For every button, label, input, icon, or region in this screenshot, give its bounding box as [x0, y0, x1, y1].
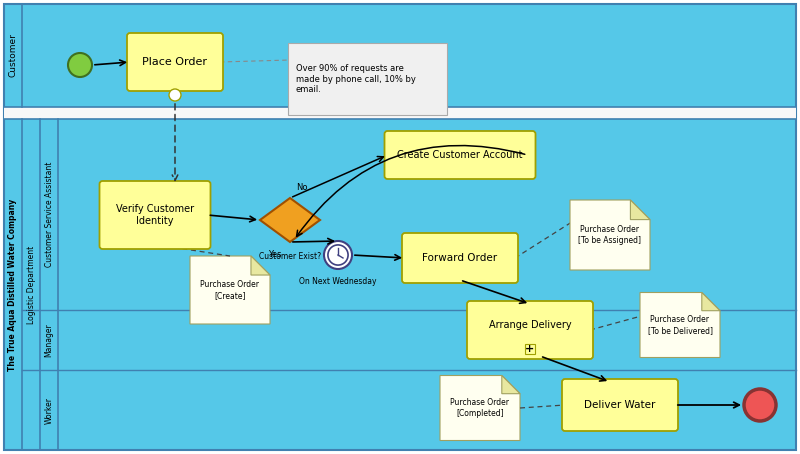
Text: Verify Customer
Identity: Verify Customer Identity — [116, 204, 194, 226]
Bar — [525, 344, 535, 354]
FancyBboxPatch shape — [467, 301, 593, 359]
Text: The True Aqua Distilled Water Company: The True Aqua Distilled Water Company — [9, 198, 18, 370]
Text: No: No — [296, 183, 307, 192]
Bar — [4, 107, 796, 119]
Polygon shape — [260, 198, 320, 242]
Circle shape — [68, 53, 92, 77]
Text: Arrange Delivery: Arrange Delivery — [489, 320, 571, 330]
Text: Over 90% of requests are
made by phone call, 10% by
email.: Over 90% of requests are made by phone c… — [296, 64, 416, 94]
FancyBboxPatch shape — [127, 33, 223, 91]
Text: Customer: Customer — [9, 34, 18, 78]
Polygon shape — [570, 200, 650, 270]
Text: Purchase Order
[Create]: Purchase Order [Create] — [201, 280, 259, 300]
Text: Create Customer Account: Create Customer Account — [398, 150, 522, 160]
Polygon shape — [502, 375, 520, 394]
FancyBboxPatch shape — [562, 379, 678, 431]
Polygon shape — [630, 200, 650, 220]
Text: Purchase Order
[To be Delivered]: Purchase Order [To be Delivered] — [647, 315, 713, 335]
Text: Customer Service Assistant: Customer Service Assistant — [45, 162, 54, 267]
FancyBboxPatch shape — [385, 131, 535, 179]
Text: Manager: Manager — [45, 323, 54, 357]
Circle shape — [324, 241, 352, 269]
Circle shape — [169, 89, 181, 101]
Text: Purchase Order
[Completed]: Purchase Order [Completed] — [450, 398, 510, 418]
Text: Purchase Order
[To be Assigned]: Purchase Order [To be Assigned] — [578, 225, 642, 245]
Text: Deliver Water: Deliver Water — [584, 400, 656, 410]
FancyBboxPatch shape — [402, 233, 518, 283]
Text: Customer Exist?: Customer Exist? — [259, 252, 321, 261]
Polygon shape — [640, 292, 720, 357]
FancyBboxPatch shape — [288, 43, 447, 115]
Text: Forward Order: Forward Order — [422, 253, 498, 263]
Polygon shape — [251, 256, 270, 275]
Polygon shape — [190, 256, 270, 324]
Text: Worker: Worker — [45, 396, 54, 424]
Circle shape — [744, 389, 776, 421]
Text: Logistic Department: Logistic Department — [26, 245, 35, 324]
Text: Place Order: Place Order — [142, 57, 207, 67]
Text: On Next Wednesday: On Next Wednesday — [299, 277, 377, 286]
FancyBboxPatch shape — [99, 181, 210, 249]
Polygon shape — [702, 292, 720, 311]
Polygon shape — [440, 375, 520, 440]
Text: +: + — [526, 344, 534, 354]
Text: Yes: Yes — [269, 250, 282, 259]
